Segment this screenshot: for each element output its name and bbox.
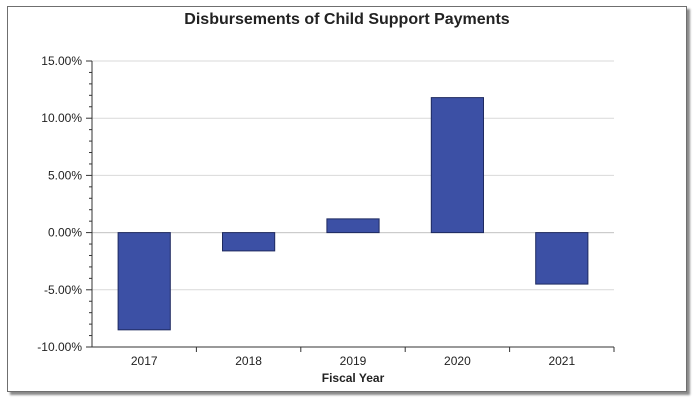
bar-2020 <box>430 97 484 234</box>
x-tick-label: 2020 <box>444 354 471 368</box>
x-axis-title: Fiscal Year <box>322 371 385 385</box>
bar-2021 <box>535 232 589 285</box>
chart-title: Disbursements of Child Support Payments <box>184 11 510 28</box>
x-tick-label: 2018 <box>235 354 262 368</box>
chart-frame: Disbursements of Child Support Payments … <box>7 6 687 392</box>
y-tick-label: -10.00% <box>37 340 82 354</box>
y-tick-label: -5.00% <box>44 283 82 297</box>
y-tick-label: 10.00% <box>41 111 82 125</box>
x-tick-label: 2017 <box>131 354 158 368</box>
bar-chart: -10.00% -5.00% 0.00% 5.00% 10.00% 15.00% 2017 2… <box>37 54 615 385</box>
x-tick-label: 2019 <box>340 354 367 368</box>
bar-2019 <box>326 218 380 234</box>
y-tick-label: 15.00% <box>41 54 82 68</box>
bar-2018 <box>222 232 276 252</box>
bar-2017 <box>117 232 171 331</box>
bars <box>117 97 589 331</box>
y-tick-label: 0.00% <box>48 226 82 240</box>
y-tick-label: 5.00% <box>48 168 82 182</box>
axes: -10.00% -5.00% 0.00% 5.00% 10.00% 15.00% 2017 2… <box>37 54 615 368</box>
x-tick-label: 2021 <box>548 354 575 368</box>
